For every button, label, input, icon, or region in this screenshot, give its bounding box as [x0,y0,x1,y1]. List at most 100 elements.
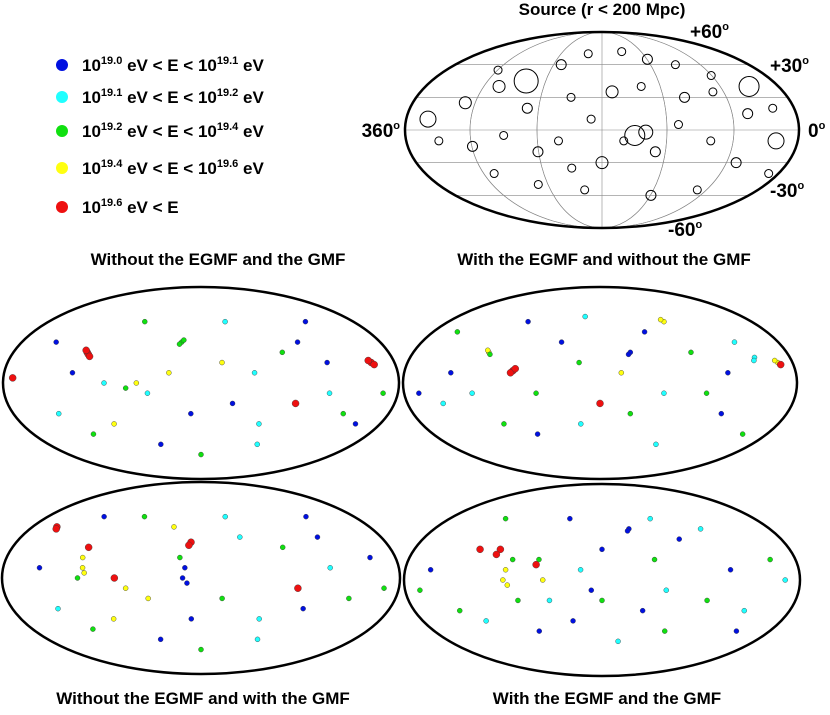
event [352,421,359,427]
event [536,628,542,634]
superscript: o [722,21,729,33]
event [141,513,148,520]
event [733,628,740,634]
event [427,567,434,573]
event [380,390,386,396]
event [188,616,194,622]
event [703,390,710,396]
event [688,349,694,356]
legend-dot [56,91,68,103]
source [768,103,778,113]
event [302,318,309,325]
source [419,110,437,128]
legend-label: 1019.1 eV < E < 1019.2 eV [82,87,264,107]
event [457,607,463,614]
event [110,574,119,582]
source [499,130,509,140]
text: -60 [668,220,695,241]
source [692,185,702,195]
event [158,441,164,448]
event [222,318,228,325]
axis-label: -60o [668,219,702,241]
superscript: o [797,180,804,192]
text: 10 [82,198,101,217]
event [492,550,501,559]
map-border [1,285,401,481]
event [596,399,604,408]
event [615,638,621,645]
source [467,140,479,152]
superscript: 19.4 [217,121,239,133]
event [546,597,553,604]
event [219,359,225,366]
event [625,351,632,358]
text: eV < E < 10 [122,88,217,107]
text: +30 [770,56,802,77]
event [416,390,422,396]
event [533,390,539,396]
event [111,421,117,427]
event [314,534,321,540]
text: eV [238,122,264,141]
source [605,85,619,99]
text: 360 [362,121,394,142]
source [706,71,716,81]
event [704,597,710,604]
event [280,544,286,551]
superscript: o [393,120,400,132]
event [294,584,302,592]
event [582,313,588,320]
map-title: With the EGMF and without the GMF [457,250,751,269]
event [504,582,511,588]
event [157,636,164,643]
event [346,595,352,602]
event [767,556,773,563]
event [69,370,76,376]
legend-dot [56,125,68,137]
event [229,400,236,407]
event [469,390,475,396]
event [641,329,648,335]
superscript: 19.1 [101,87,122,99]
text: 10 [82,88,101,107]
event [476,545,484,554]
event [496,545,505,554]
event [599,546,605,553]
map-border [403,30,801,230]
event [300,605,306,612]
event [657,316,664,323]
event [578,421,584,427]
source [555,59,567,71]
text: 0 [808,121,819,142]
event [222,513,228,520]
superscript: 19.0 [101,55,122,67]
event [182,565,188,571]
source [595,156,609,170]
event [570,618,576,624]
event [367,554,373,561]
event [171,524,177,530]
source [532,146,544,158]
event [663,587,669,593]
event [487,351,493,358]
event [74,575,81,581]
event [771,357,778,364]
legend-dot [56,59,68,71]
legend-label: 1019.6 eV < E [82,197,179,217]
event [52,525,60,533]
event [36,565,43,571]
event [506,369,515,377]
legend-dot [56,201,68,213]
axis-label: 0o [808,120,826,142]
source [742,108,754,120]
event [653,441,659,448]
event [739,431,746,437]
event [782,577,788,583]
text: 10 [82,122,101,141]
event [8,374,17,382]
text: eV [238,56,264,75]
event [198,451,204,458]
superscript: 19.6 [217,158,238,170]
text: +60 [690,22,722,43]
